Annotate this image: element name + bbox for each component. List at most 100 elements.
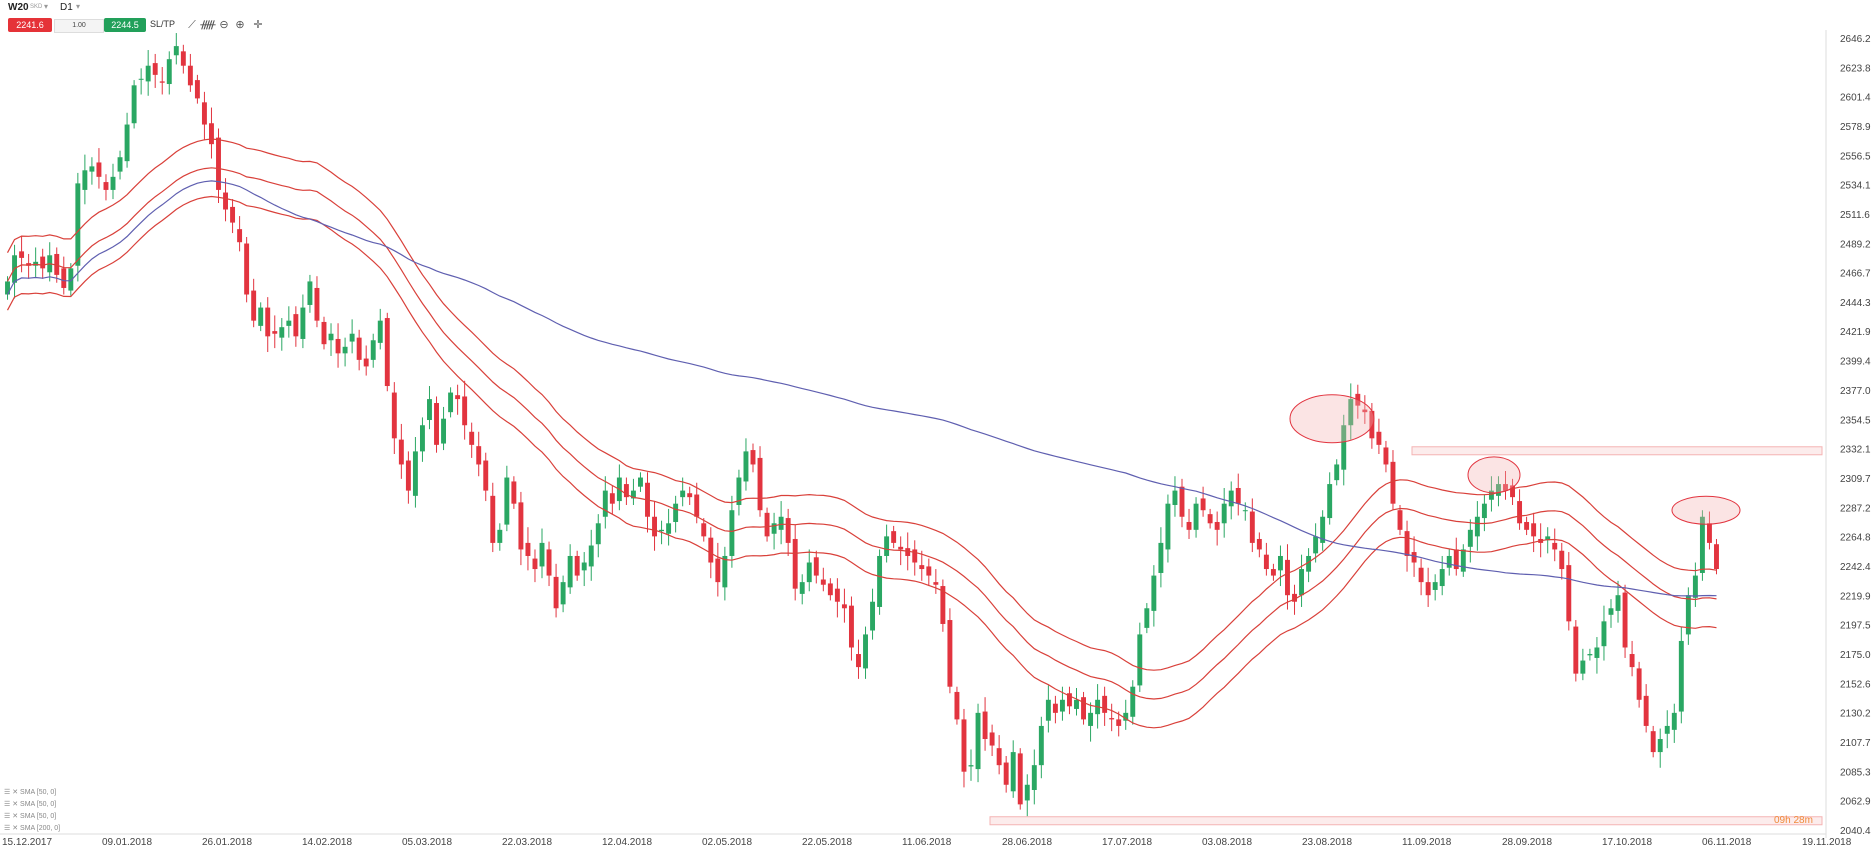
- candle-body: [877, 555, 883, 607]
- candle-body: [1228, 490, 1234, 507]
- candle-body: [1460, 549, 1466, 572]
- zoom-in-icon[interactable]: ⊕: [235, 19, 245, 31]
- candle-body: [848, 605, 854, 648]
- candle-body: [1165, 503, 1171, 550]
- candle-body: [1531, 523, 1537, 537]
- candle-body: [1446, 555, 1452, 568]
- x-tick-label: 12.04.2018: [602, 837, 652, 848]
- candle-body: [209, 123, 214, 145]
- candle-body: [1263, 554, 1269, 570]
- candle-body: [483, 460, 489, 491]
- candle-body: [1038, 725, 1044, 766]
- candle-body: [954, 691, 960, 720]
- x-tick-label: 17.10.2018: [1602, 837, 1652, 848]
- sma-line-middle: [6, 167, 1717, 700]
- indicator-sma-2[interactable]: ☰ ✕ SMA [50, 0]: [4, 801, 57, 808]
- candle-body: [525, 542, 531, 556]
- sltp-button[interactable]: SL/TP: [150, 19, 176, 29]
- candle-body: [609, 493, 615, 504]
- x-tick-label: 03.08.2018: [1202, 837, 1252, 848]
- candle-body: [743, 451, 749, 482]
- candle-body: [40, 256, 46, 269]
- candle-body: [110, 176, 116, 190]
- highlight-ellipse: [1289, 394, 1375, 444]
- candle-body: [708, 537, 714, 563]
- y-tick-label: 2062.9: [1840, 797, 1871, 808]
- candle-body: [1615, 595, 1621, 611]
- candle-body: [504, 477, 510, 525]
- candle-body: [982, 711, 988, 740]
- indicator-sma-4[interactable]: ☰ ✕ SMA [200, 0]: [4, 825, 61, 832]
- candle-body: [1390, 461, 1396, 504]
- candle-body: [265, 307, 271, 337]
- candle-body: [1249, 511, 1255, 543]
- crosshair-icon[interactable]: ✛: [253, 19, 263, 31]
- candle-body: [841, 604, 847, 609]
- candle-body: [1059, 699, 1065, 712]
- candle-body: [729, 510, 735, 556]
- candle-body: [553, 576, 559, 609]
- zoom-out-icon[interactable]: ⊖: [219, 19, 229, 31]
- candle-body: [1580, 660, 1586, 674]
- candle-body: [1587, 654, 1593, 656]
- candle-body: [356, 337, 362, 360]
- candle-body: [532, 558, 538, 570]
- candle-body: [1116, 719, 1122, 726]
- line-chart-icon[interactable]: ⟋: [188, 19, 196, 31]
- indicator-sma-3[interactable]: ☰ ✕ SMA [50, 0]: [4, 813, 57, 820]
- timeframe-label[interactable]: D1: [60, 2, 73, 13]
- candle-body: [1481, 503, 1487, 519]
- candle-body: [736, 477, 742, 505]
- volume-input[interactable]: 1.00: [54, 19, 104, 33]
- candle-body: [961, 719, 967, 772]
- candle-body: [103, 182, 109, 190]
- candle-body: [1348, 399, 1354, 426]
- candle-body: [1439, 569, 1445, 587]
- candle-body: [490, 495, 496, 543]
- candle-body: [863, 634, 868, 669]
- candle-body: [138, 78, 144, 80]
- candle-body: [1292, 593, 1297, 602]
- y-tick-label: 2399.4: [1840, 357, 1871, 368]
- buy-button[interactable]: 2244.5: [104, 18, 146, 32]
- timeframe-dropdown-icon[interactable]: ▾: [76, 2, 81, 11]
- candle-body: [884, 536, 890, 556]
- candle-body: [1277, 555, 1283, 571]
- x-tick-label: 19.11.2018: [1802, 837, 1852, 848]
- candle-body: [588, 545, 594, 567]
- candle-body: [194, 80, 200, 99]
- candle-body: [898, 546, 904, 550]
- x-tick-label: 28.09.2018: [1502, 837, 1552, 848]
- y-tick-label: 2534.1: [1840, 181, 1871, 192]
- y-tick-label: 2623.8: [1840, 63, 1871, 74]
- sell-button[interactable]: 2241.6: [8, 18, 52, 32]
- y-tick-label: 2511.6: [1840, 210, 1870, 221]
- candle-body: [19, 251, 25, 258]
- x-tick-label: 11.06.2018: [902, 837, 952, 848]
- candle-body: [912, 549, 918, 563]
- candle-body: [258, 307, 264, 326]
- candle-body: [806, 562, 812, 583]
- indicator-sma-1[interactable]: ☰ ✕ SMA [50, 0]: [4, 789, 57, 796]
- candle-body: [1383, 447, 1389, 465]
- candle-body: [54, 253, 60, 275]
- y-tick-label: 2040.4: [1840, 826, 1871, 837]
- y-tick-label: 2466.7: [1840, 269, 1871, 280]
- indicators-icon[interactable]: ᚏ: [200, 19, 216, 31]
- symbol-dropdown-icon[interactable]: ▾: [44, 2, 49, 11]
- candle-body: [1045, 699, 1051, 721]
- sma-line-upper: [6, 138, 1717, 671]
- candle-body: [497, 529, 503, 543]
- y-tick-label: 2601.4: [1840, 93, 1871, 104]
- candle-body: [1432, 582, 1438, 590]
- candle-body: [391, 392, 397, 439]
- symbol-name[interactable]: W20: [8, 2, 29, 13]
- candle-body: [279, 327, 285, 338]
- candle-body: [1327, 484, 1333, 519]
- candle-body: [856, 654, 861, 668]
- x-tick-label: 26.01.2018: [202, 837, 252, 848]
- candle-body: [476, 446, 482, 465]
- candle-body: [602, 490, 608, 517]
- candle-body: [546, 549, 552, 576]
